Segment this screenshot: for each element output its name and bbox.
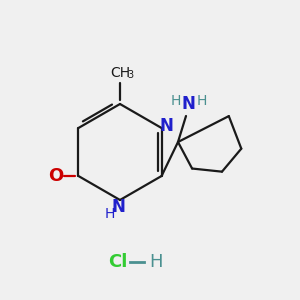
Text: H: H [149,253,163,271]
Text: CH: CH [110,66,130,80]
Text: N: N [160,117,173,135]
Text: H: H [197,94,207,108]
Text: Cl: Cl [108,253,128,271]
Text: N: N [181,95,195,113]
Text: N: N [111,198,125,216]
Text: 3: 3 [127,70,133,80]
Text: O: O [48,167,63,185]
Text: H: H [171,94,181,108]
Text: H: H [105,207,115,221]
